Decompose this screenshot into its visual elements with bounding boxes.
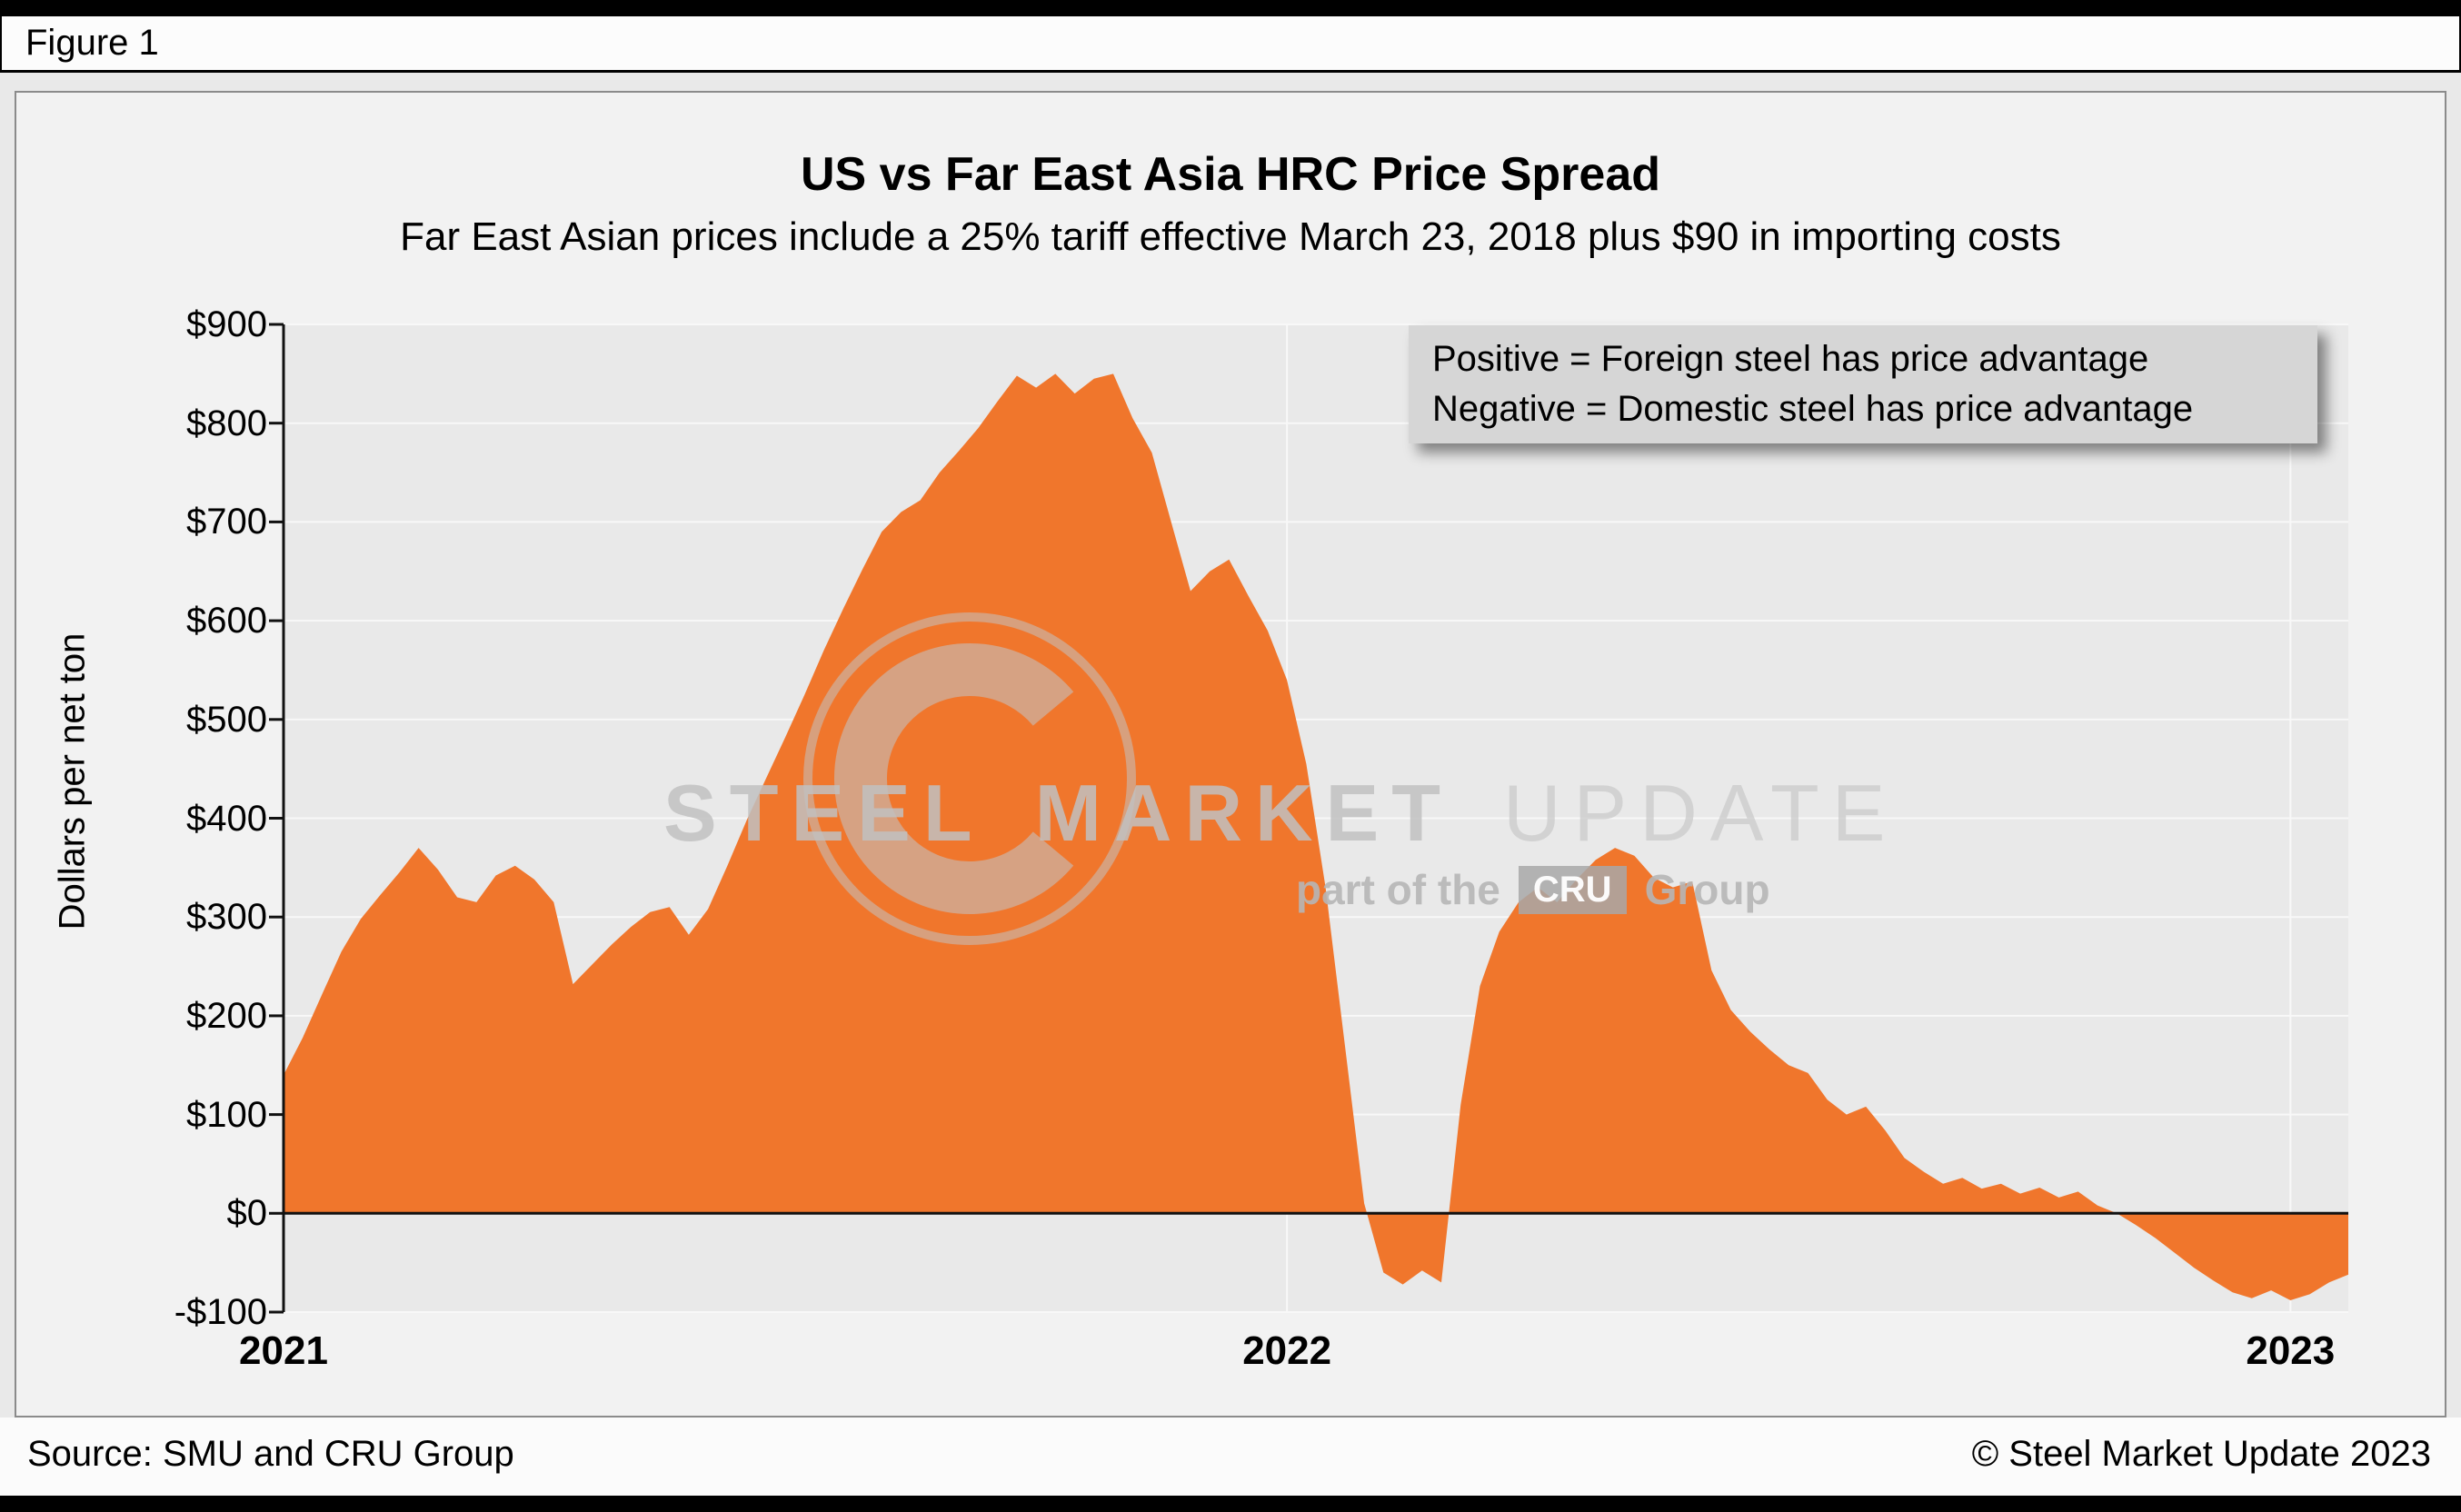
top-border-bar — [0, 0, 2461, 16]
x-tick-label: 2022 — [1242, 1328, 1332, 1373]
y-tick-label: $100 — [186, 1094, 267, 1135]
y-tick-label: $900 — [186, 304, 267, 344]
y-axis-title: Dollars per net ton — [52, 632, 93, 930]
legend-line-negative: Negative = Domestic steel has price adva… — [1432, 389, 2194, 430]
price-spread-area-chart — [269, 323, 2348, 1314]
x-tick-label: 2023 — [2246, 1328, 2336, 1373]
chart-container: US vs Far East Asia HRC Price Spread Far… — [15, 91, 2446, 1418]
spread-area-series — [284, 373, 2348, 1300]
y-tick-label: $200 — [186, 995, 267, 1036]
figure-label-band: Figure 1 — [0, 16, 2461, 73]
legend-line-positive: Positive = Foreign steel has price advan… — [1432, 339, 2149, 379]
footer-band — [0, 1418, 2461, 1496]
y-tick-label: -$100 — [174, 1292, 267, 1332]
chart-subtitle: Far East Asian prices include a 25% tari… — [400, 214, 2061, 259]
y-tick-label: $0 — [226, 1193, 268, 1234]
source-note: Source: SMU and CRU Group — [27, 1434, 514, 1474]
copyright-note: © Steel Market Update 2023 — [1971, 1434, 2431, 1474]
x-tick-label: 2021 — [239, 1328, 328, 1373]
chart-title: US vs Far East Asia HRC Price Spread — [800, 148, 1661, 201]
y-tick-label: $700 — [186, 502, 267, 542]
bottom-border-bar — [0, 1496, 2461, 1512]
advantage-legend: Positive = Foreign steel has price advan… — [1409, 325, 2317, 444]
y-tick-label: $800 — [186, 403, 267, 443]
figure-label: Figure 1 — [25, 23, 159, 63]
